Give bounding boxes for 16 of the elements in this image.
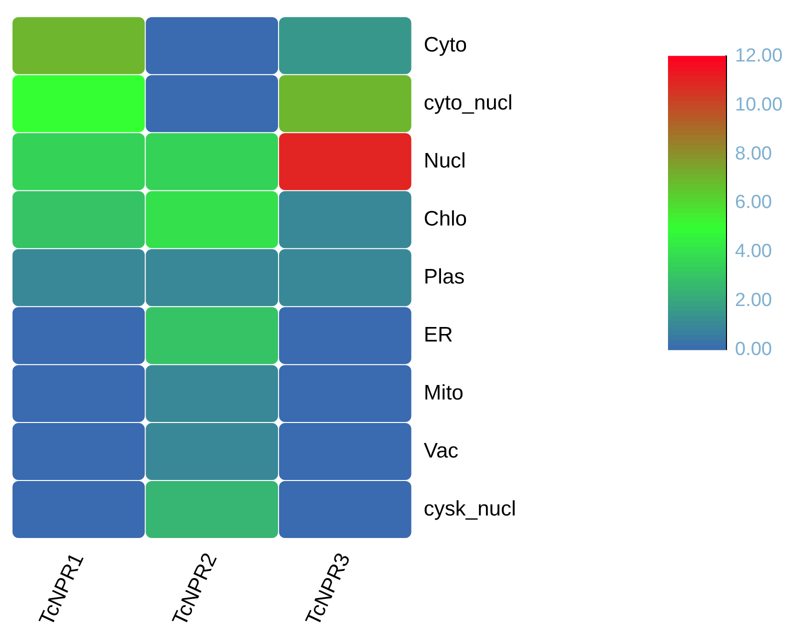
color-bar-label: 0.00 xyxy=(735,338,772,360)
y-tick-label: Chlo xyxy=(424,207,467,230)
y-tick-label: Cyto xyxy=(424,33,467,56)
y-tick-label: Plas xyxy=(424,265,465,288)
y-tick-label: Nucl xyxy=(424,149,466,172)
y-tick-label: ER xyxy=(424,323,453,346)
color-bar-label: 12.00 xyxy=(735,46,783,67)
y-tick-label: cysk_nucl xyxy=(424,497,516,520)
y-tick-label: cyto_nucl xyxy=(424,91,513,114)
color-bar-label: 6.00 xyxy=(735,192,772,214)
y-tick-label: Mito xyxy=(424,381,464,404)
color-bar-label: 8.00 xyxy=(735,143,772,164)
color-bar-label: 10.00 xyxy=(735,94,783,116)
color-bar-label: 2.00 xyxy=(735,290,772,311)
y-tick-label: Vac xyxy=(424,439,458,462)
color-bar-label: 4.00 xyxy=(735,241,772,262)
